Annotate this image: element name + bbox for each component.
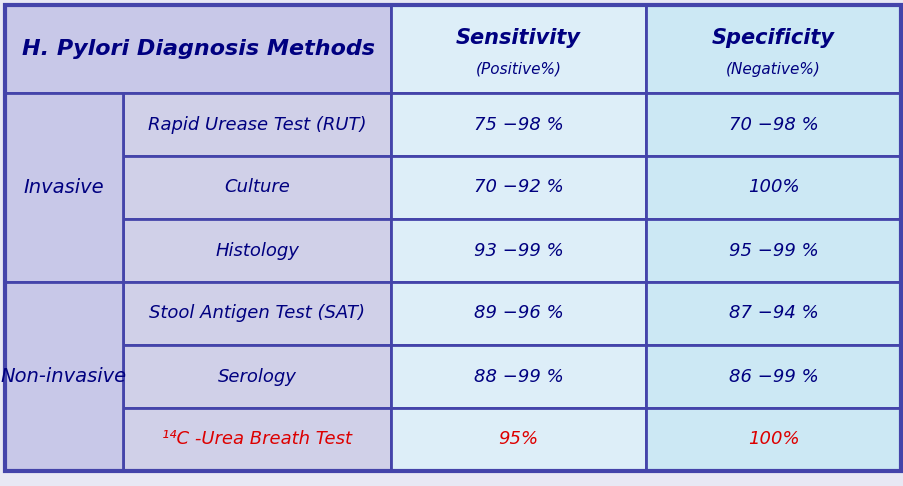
Bar: [391, 156, 646, 219]
Text: 70 −98 %: 70 −98 %: [728, 116, 817, 134]
Bar: [123, 282, 391, 345]
Text: 95%: 95%: [498, 431, 538, 449]
Bar: [646, 93, 900, 156]
Text: ¹⁴C -Urea Breath Test: ¹⁴C -Urea Breath Test: [162, 431, 351, 449]
Text: 86 −99 %: 86 −99 %: [728, 367, 817, 385]
Bar: [391, 345, 646, 408]
Bar: [123, 156, 391, 219]
Text: 88 −99 %: 88 −99 %: [473, 367, 563, 385]
Bar: [391, 408, 646, 471]
Text: Sensitivity: Sensitivity: [455, 28, 581, 48]
Bar: [5, 282, 123, 471]
Text: 100%: 100%: [747, 431, 798, 449]
Bar: [646, 156, 900, 219]
Bar: [123, 345, 391, 408]
Bar: [391, 5, 646, 93]
Text: (Negative%): (Negative%): [725, 62, 820, 77]
Bar: [646, 408, 900, 471]
Bar: [646, 345, 900, 408]
Text: Stool Antigen Test (SAT): Stool Antigen Test (SAT): [149, 305, 365, 323]
Bar: [123, 408, 391, 471]
Bar: [123, 93, 391, 156]
Text: 100%: 100%: [747, 178, 798, 196]
Text: 87 −94 %: 87 −94 %: [728, 305, 817, 323]
Text: (Positive%): (Positive%): [475, 62, 561, 77]
Bar: [5, 93, 123, 282]
Text: 95 −99 %: 95 −99 %: [728, 242, 817, 260]
Bar: [646, 282, 900, 345]
Text: 89 −96 %: 89 −96 %: [473, 305, 563, 323]
Text: 75 −98 %: 75 −98 %: [473, 116, 563, 134]
Bar: [391, 93, 646, 156]
Text: Culture: Culture: [224, 178, 290, 196]
Text: H. Pylori Diagnosis Methods: H. Pylori Diagnosis Methods: [22, 39, 374, 59]
Bar: [5, 5, 391, 93]
Text: Histology: Histology: [215, 242, 299, 260]
Bar: [646, 219, 900, 282]
Text: Invasive: Invasive: [23, 178, 104, 197]
Text: Rapid Urease Test (RUT): Rapid Urease Test (RUT): [147, 116, 366, 134]
Bar: [391, 282, 646, 345]
Text: 70 −92 %: 70 −92 %: [473, 178, 563, 196]
Bar: [123, 219, 391, 282]
Text: Serology: Serology: [218, 367, 296, 385]
Text: Non-invasive: Non-invasive: [1, 367, 127, 386]
Text: 93 −99 %: 93 −99 %: [473, 242, 563, 260]
Bar: [646, 5, 900, 93]
Bar: [391, 219, 646, 282]
Text: Specificity: Specificity: [712, 28, 834, 48]
